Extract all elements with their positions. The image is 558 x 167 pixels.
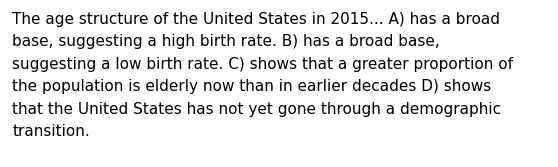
Text: the population is elderly now than in earlier decades D) shows: the population is elderly now than in ea… <box>12 79 492 94</box>
Text: transition.: transition. <box>12 124 90 139</box>
Text: base, suggesting a high birth rate. B) has a broad base,: base, suggesting a high birth rate. B) h… <box>12 34 440 49</box>
Text: suggesting a low birth rate. C) shows that a greater proportion of: suggesting a low birth rate. C) shows th… <box>12 57 513 72</box>
Text: The age structure of the United States in 2015... A) has a broad: The age structure of the United States i… <box>12 12 501 27</box>
Text: that the United States has not yet gone through a demographic: that the United States has not yet gone … <box>12 102 502 117</box>
